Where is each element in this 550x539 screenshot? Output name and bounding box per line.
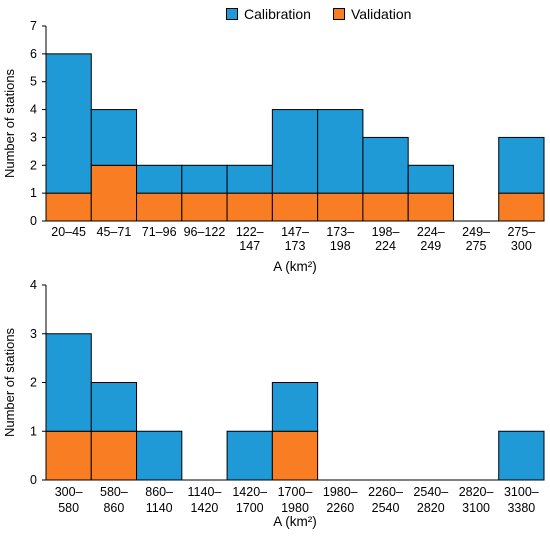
x-tick-label-2: 1420 (191, 501, 219, 515)
bar-validation-2-1 (45, 430, 92, 481)
x-tick-label-2: 2820– (459, 485, 494, 499)
x-tick-label-1: 300 (511, 239, 532, 253)
x-tick-label-2: 1700– (278, 485, 313, 499)
x-tick-label-2: 1980 (281, 501, 309, 515)
bar-validation-1-6 (271, 192, 319, 222)
x-tick-label-2: 300– (55, 485, 83, 499)
y-axis-title-2: Number of stations (2, 327, 17, 437)
x-tick-label-1: 224 (375, 239, 396, 253)
y-tick-label-2: 1 (30, 424, 37, 438)
x-tick-label-2: 1140 (146, 501, 173, 515)
x-axis-title-2: A (km²) (273, 514, 317, 529)
x-tick-label-2: 3100 (462, 501, 490, 515)
bar-validation-2-2 (90, 430, 138, 481)
bar-calibration-1-5 (226, 164, 273, 194)
bar-calibration-1-2 (90, 109, 138, 166)
y-tick-label-1: 2 (30, 158, 37, 172)
x-axis-title-1: A (km²) (273, 259, 317, 274)
bar-calibration-1-3 (136, 164, 183, 194)
bar-validation-1-8 (362, 192, 409, 222)
bar-validation-1-1 (45, 192, 92, 222)
x-tick-label-1: 96–122 (184, 225, 226, 239)
x-tick-label-2: 860– (145, 485, 173, 499)
x-tick-label-1: 173 (285, 239, 306, 253)
x-tick-label-2: 3100– (504, 485, 539, 499)
x-tick-label-1: 173– (326, 225, 354, 239)
bar-validation-1-5 (226, 192, 273, 222)
x-tick-label-1: 198 (330, 239, 351, 253)
bar-validation-1-2 (90, 164, 138, 222)
y-tick-label-2: 0 (30, 473, 37, 487)
y-tick-label-2: 4 (30, 278, 37, 292)
chart-legend: Calibration Validation (226, 6, 411, 22)
x-tick-label-1: 224– (417, 225, 445, 239)
x-tick-label-2: 1980– (323, 485, 358, 499)
x-tick-label-2: 2540– (413, 485, 448, 499)
x-tick-label-1: 249 (420, 239, 441, 253)
x-tick-label-1: 198– (372, 225, 400, 239)
y-tick-label-1: 5 (30, 75, 37, 89)
calibration-swatch (226, 8, 238, 20)
x-tick-label-2: 2540 (372, 501, 400, 515)
bar-calibration-1-4 (181, 164, 228, 194)
x-tick-label-2: 580 (58, 501, 79, 515)
bar-calibration-1-1 (45, 53, 92, 194)
validation-swatch (332, 8, 345, 20)
bar-calibration-2-5 (226, 430, 273, 481)
bar-calibration-2-2 (90, 382, 138, 432)
x-tick-label-2: 1420– (232, 485, 267, 499)
x-tick-label-1: 71–96 (142, 225, 177, 239)
bar-validation-1-3 (136, 192, 183, 222)
x-tick-label-2: 860 (103, 501, 124, 515)
x-tick-label-1: 20–45 (51, 225, 86, 239)
y-tick-label-1: 0 (30, 214, 37, 228)
bar-calibration-1-6 (271, 109, 319, 194)
x-tick-label-2: 1140– (188, 485, 222, 499)
y-tick-label-1: 3 (30, 130, 37, 144)
bar-validation-2-6 (271, 430, 319, 481)
x-tick-label-1: 147– (281, 225, 309, 239)
x-tick-label-2: 580– (100, 485, 128, 499)
bar-validation-1-11 (498, 192, 545, 222)
x-tick-label-2: 1700 (236, 501, 264, 515)
legend-item-calibration: Calibration (226, 6, 311, 22)
x-tick-label-1: 249– (462, 225, 490, 239)
bar-calibration-1-8 (362, 136, 409, 194)
x-tick-label-2: 3380 (507, 501, 535, 515)
x-tick-label-1: 275 (466, 239, 487, 253)
x-tick-label-1: 147 (239, 239, 260, 253)
y-tick-label-1: 7 (30, 19, 37, 33)
x-tick-label-2: 2260 (326, 501, 354, 515)
y-tick-label-2: 3 (30, 327, 37, 341)
bar-calibration-1-11 (498, 136, 545, 194)
bar-calibration-2-6 (271, 382, 319, 432)
y-tick-label-1: 4 (30, 103, 37, 117)
x-tick-label-2: 2820 (417, 501, 445, 515)
y-tick-label-2: 2 (30, 376, 37, 390)
x-tick-label-1: 275– (507, 225, 535, 239)
x-tick-label-1: 122– (236, 225, 264, 239)
y-tick-label-1: 1 (30, 186, 37, 200)
legend-label-calibration: Calibration (244, 6, 311, 22)
legend-item-validation: Validation (332, 6, 412, 22)
legend-label-validation: Validation (350, 6, 412, 22)
bar-validation-1-7 (317, 192, 364, 222)
y-axis-title-1: Number of stations (2, 68, 17, 178)
bar-validation-1-9 (407, 192, 454, 222)
bar-calibration-2-1 (45, 333, 92, 432)
bar-calibration-1-7 (317, 109, 364, 194)
x-tick-label-1: 45–71 (97, 225, 132, 239)
y-tick-label-1: 6 (30, 47, 37, 61)
x-tick-label-2: 2260– (368, 485, 403, 499)
bar-calibration-2-3 (136, 430, 183, 481)
bar-calibration-2-11 (498, 430, 545, 481)
bar-calibration-1-9 (407, 164, 454, 194)
bar-validation-1-4 (181, 192, 228, 222)
